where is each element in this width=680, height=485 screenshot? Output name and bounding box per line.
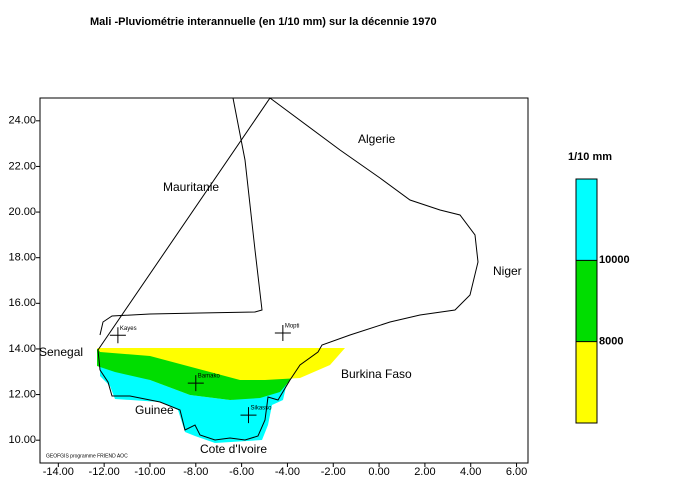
y-tick-label: 14.00 [8, 343, 36, 355]
country-label: Niger [493, 264, 522, 278]
country-label: Cote d'Ivoire [200, 442, 267, 456]
zone-cyan [100, 365, 288, 443]
country-label: Algerie [358, 132, 396, 146]
y-tick-label: 10.00 [8, 434, 36, 446]
y-tick-label: 20.00 [8, 206, 36, 218]
x-tick-label: -2.00 [321, 466, 346, 478]
city-marker [187, 375, 204, 392]
legend-band [576, 179, 597, 261]
x-tick-label: 6.00 [506, 466, 527, 478]
x-tick-label: -8.00 [183, 466, 208, 478]
zone-yellow [97, 348, 345, 380]
y-tick-label: 16.00 [8, 297, 36, 309]
x-tick-label: -4.00 [275, 466, 300, 478]
city-label: Kayes [120, 326, 137, 332]
y-tick-label: 12.00 [8, 388, 36, 400]
legend-title: 1/10 mm [568, 151, 612, 163]
legend-tick-label: 8000 [599, 336, 623, 348]
rainfall-zones [97, 348, 345, 443]
credit: GEOFGIS programme FRIEND AOC [46, 453, 128, 459]
city-label: Bamako [198, 374, 221, 380]
zone-green [97, 349, 302, 400]
x-tick-label: 4.00 [460, 466, 481, 478]
legend-frame [575, 178, 598, 424]
city-marker [240, 407, 257, 424]
borders [97, 97, 479, 441]
plot-frame [39, 97, 529, 464]
y-tick-label: 18.00 [8, 252, 36, 264]
x-tick-label: -12.00 [89, 466, 120, 478]
country-label: Mauritanie [163, 180, 219, 194]
chart-title: Mali -Pluviométrie interannuelle (en 1/1… [90, 16, 437, 28]
y-tick-label: 24.00 [8, 115, 36, 127]
x-tick-label: 0.00 [368, 466, 389, 478]
x-tick-label: 2.00 [414, 466, 435, 478]
country-label: Senegal [39, 345, 83, 359]
city-marker [109, 327, 126, 344]
country-label: Guinee [135, 403, 174, 417]
legend-tick-label: 10000 [599, 254, 630, 266]
x-tick-label: -10.00 [134, 466, 165, 478]
x-tick-label: -6.00 [229, 466, 254, 478]
city-label: Sikasso [250, 406, 272, 412]
country-label: Burkina Faso [341, 367, 412, 381]
x-tick-label: -14.00 [43, 466, 74, 478]
legend-band [576, 260, 597, 342]
city-marker [274, 324, 291, 341]
y-tick-label: 22.00 [8, 160, 36, 172]
legend-band [576, 341, 597, 423]
city-label: Mopti [285, 324, 300, 330]
mali-border [97, 97, 479, 441]
